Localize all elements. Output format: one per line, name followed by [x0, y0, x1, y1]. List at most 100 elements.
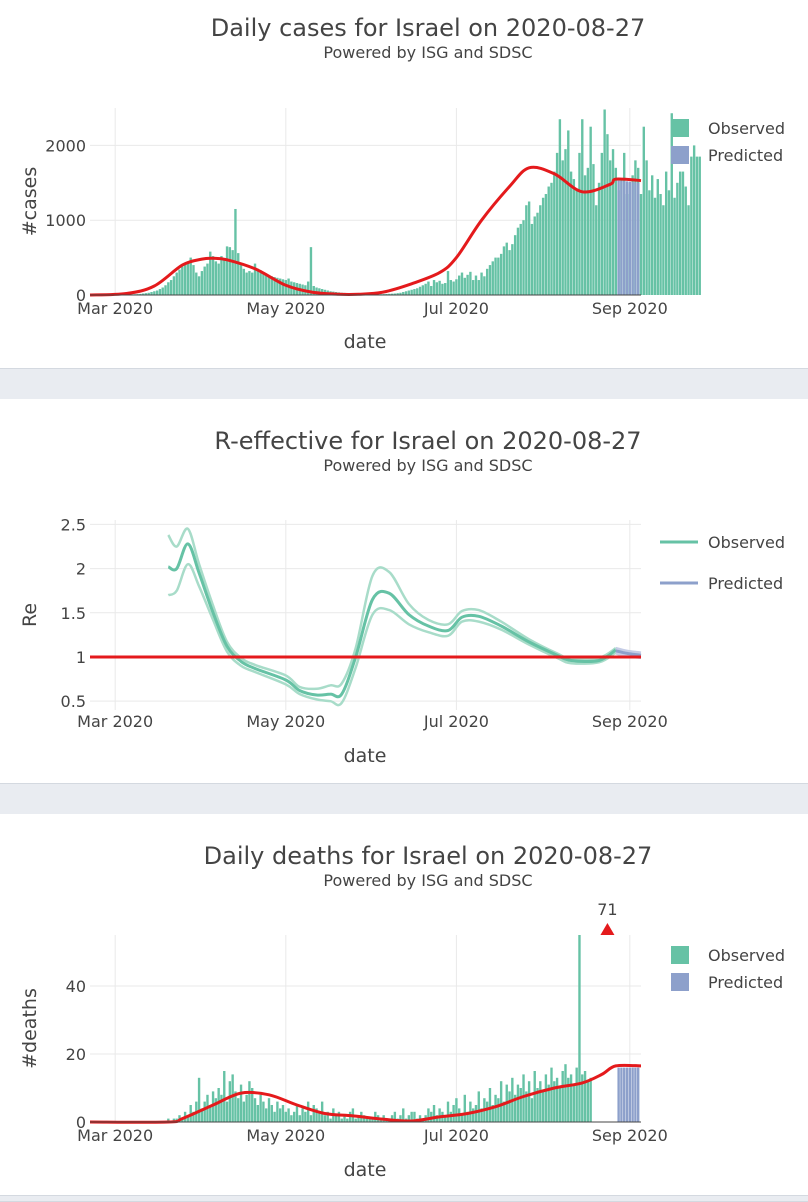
observed-bar: [405, 291, 407, 295]
observed-bar: [550, 1068, 552, 1122]
x-tick-label: Jul 2020: [423, 299, 489, 318]
predicted-bar: [631, 1068, 633, 1122]
observed-bar: [198, 276, 200, 295]
observed-line: [168, 544, 616, 697]
predicted-bar: [626, 1068, 628, 1122]
observed-bar: [687, 205, 689, 295]
observed-bar: [534, 1071, 536, 1122]
observed-bar: [195, 273, 197, 295]
observed-bar: [503, 246, 505, 295]
legend[interactable]: Observed Predicted: [671, 119, 785, 165]
observed-bar: [355, 1119, 357, 1122]
observed-bar: [475, 276, 477, 295]
predicted-bar: [617, 1068, 619, 1122]
legend-item-observed[interactable]: Observed: [660, 533, 785, 552]
predicted-bar: [620, 1068, 622, 1122]
observed-bar: [545, 1074, 547, 1122]
observed-bar: [231, 250, 233, 295]
annotation-label: 71: [597, 900, 617, 919]
cases-chart: Daily cases for Israel on 2020-08-27Powe…: [0, 0, 808, 368]
observed-bar: [645, 160, 647, 295]
observed-bar: [203, 1102, 205, 1122]
observed-bar: [559, 119, 561, 295]
observed-bar: [575, 1068, 577, 1122]
observed-bar: [654, 198, 656, 295]
observed-bar: [304, 1112, 306, 1122]
legend-item-predicted[interactable]: Predicted: [671, 146, 783, 165]
x-tick-label: May 2020: [246, 1126, 325, 1145]
observed-bar: [679, 172, 681, 295]
observed-bar: [433, 1105, 435, 1122]
observed-bar: [651, 175, 653, 295]
y-tick-label: 2: [76, 560, 86, 579]
y-tick-label: 1: [76, 648, 86, 667]
y-axis-label: #deaths: [19, 988, 41, 1069]
observed-bar: [212, 256, 214, 295]
observed-bar: [570, 1074, 572, 1122]
observed-bar: [248, 1081, 250, 1122]
observed-bar: [285, 280, 287, 295]
observed-bar: [508, 250, 510, 295]
observed-upper-bound: [168, 529, 616, 689]
observed-bar: [206, 264, 208, 295]
chart-title: R-effective for Israel on 2020-08-27: [214, 427, 641, 455]
observed-bar: [682, 172, 684, 295]
observed-bar: [693, 145, 695, 295]
observed-bar: [346, 1119, 348, 1122]
x-axis-label: date: [344, 1159, 387, 1181]
legend-item-predicted[interactable]: Predicted: [660, 574, 783, 593]
legend-label: Predicted: [708, 574, 783, 593]
annotation-arrow-head: [600, 923, 614, 935]
observed-bar: [257, 269, 259, 295]
legend[interactable]: Observed Predicted: [660, 533, 785, 593]
observed-bar: [313, 1105, 315, 1122]
observed-bar: [587, 1081, 589, 1122]
x-axis-label: date: [344, 331, 387, 353]
observed-bar: [223, 259, 225, 295]
observed-bar: [192, 265, 194, 295]
chart-title: Daily deaths for Israel on 2020-08-27: [204, 842, 653, 870]
observed-bar: [671, 113, 673, 295]
observed-bar: [310, 247, 312, 295]
re-chart: R-effective for Israel on 2020-08-27Powe…: [0, 399, 808, 783]
observed-bar: [648, 190, 650, 295]
observed-bar: [525, 205, 527, 295]
observed-bar: [643, 127, 645, 295]
observed-bar: [472, 1108, 474, 1122]
observed-bar: [466, 275, 468, 295]
observed-bar: [665, 172, 667, 295]
x-tick-label: Sep 2020: [592, 712, 668, 731]
observed-bar: [217, 1088, 219, 1122]
observed-bar: [419, 287, 421, 295]
observed-bar: [506, 243, 508, 295]
observed-bar: [550, 183, 552, 295]
legend-label: Predicted: [708, 973, 783, 992]
observed-bar: [310, 1115, 312, 1122]
observed-bar: [606, 134, 608, 295]
observed-bar: [184, 264, 186, 295]
observed-bar: [268, 1098, 270, 1122]
observed-bar: [173, 276, 175, 295]
y-tick-label: 20: [66, 1045, 86, 1064]
panel-separator: [0, 368, 808, 400]
observed-bar: [176, 273, 178, 295]
observed-bar: [444, 283, 446, 295]
observed-bar: [259, 270, 261, 295]
legend-item-predicted[interactable]: Predicted: [671, 973, 783, 992]
observed-bar: [153, 291, 155, 295]
observed-bar: [575, 190, 577, 295]
observed-bar: [285, 1112, 287, 1122]
legend-item-observed[interactable]: Observed: [671, 946, 785, 965]
legend[interactable]: Observed Predicted: [671, 946, 785, 992]
observed-bar: [201, 271, 203, 295]
observed-bar: [542, 198, 544, 295]
observed-bar: [450, 280, 452, 295]
y-tick-label: 0.5: [61, 692, 86, 711]
observed-bar: [598, 183, 600, 295]
observed-bar: [573, 179, 575, 295]
observed-bar: [497, 1098, 499, 1122]
fit-line: [90, 167, 641, 295]
legend-item-observed[interactable]: Observed: [671, 119, 785, 138]
observed-bar: [245, 1095, 247, 1122]
